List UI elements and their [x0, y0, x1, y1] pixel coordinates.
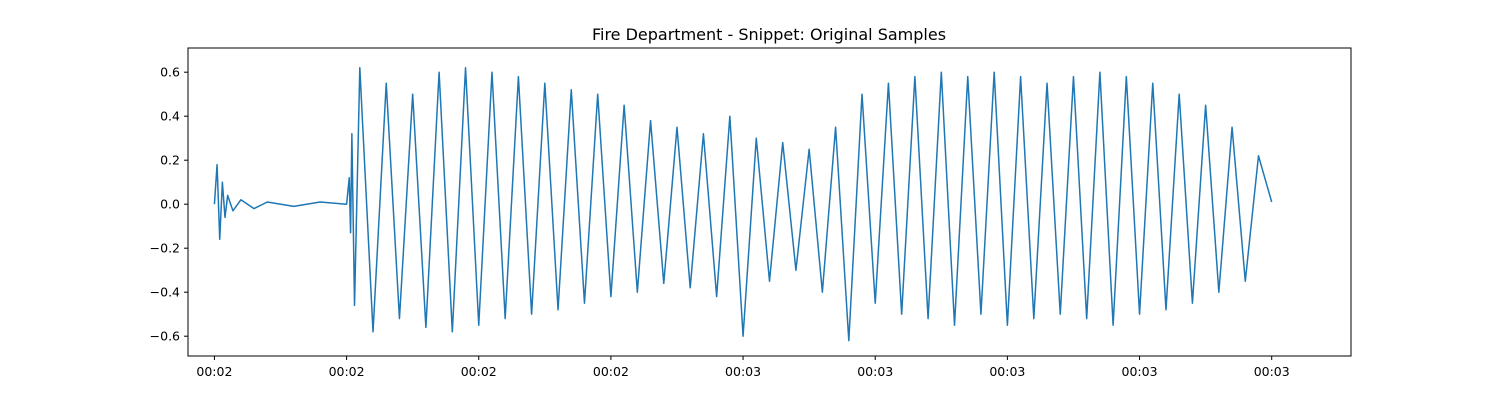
- y-tick-label: −0.2: [150, 241, 180, 256]
- x-tick-label: 00:03: [1254, 364, 1290, 379]
- x-tick-label: 00:03: [857, 364, 893, 379]
- y-tick-label: 0.6: [160, 65, 180, 80]
- y-tick-label: −0.4: [150, 285, 180, 300]
- x-tick-label: 00:02: [593, 364, 629, 379]
- y-tick-label: −0.6: [150, 329, 180, 344]
- waveform-line-0: [213, 67, 1273, 342]
- x-tick-label: 00:03: [725, 364, 761, 379]
- y-tick-label: 0.2: [160, 153, 180, 168]
- plot-area: [213, 67, 1273, 342]
- x-tick-label: 00:02: [329, 364, 365, 379]
- chart-title: Fire Department - Snippet: Original Samp…: [592, 25, 946, 44]
- x-tick-label: 00:02: [196, 364, 232, 379]
- y-axis: 0.6 0.4 0.2 0.0 −0.2 −0.4 −0.6: [150, 65, 188, 344]
- plot-frame: [187, 47, 1352, 357]
- x-tick-label: 00:02: [461, 364, 497, 379]
- x-axis: 00:02 00:02 00:02 00:02 00:03 00:03 00:03 00:03…: [196, 356, 1290, 379]
- y-tick-label: 0.4: [160, 109, 180, 124]
- y-tick-label: 0.0: [160, 197, 180, 212]
- x-tick-label: 00:03: [989, 364, 1025, 379]
- x-tick-label: 00:03: [1122, 364, 1158, 379]
